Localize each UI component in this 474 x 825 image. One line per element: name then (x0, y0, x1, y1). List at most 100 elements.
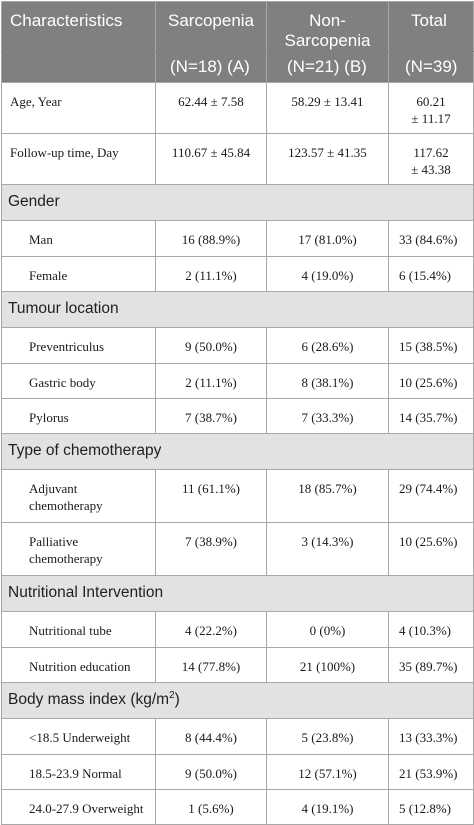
cell-non-sarcopenia: 5 (23.8%) (266, 718, 389, 755)
table-row: Nutrition education 14 (77.8%) 21 (100%)… (1, 647, 474, 683)
cell-total: 6 (15.4%) (388, 256, 474, 292)
cell-sarcopenia: 9 (50.0%) (155, 754, 267, 790)
cell-total: 117.62 ± 43.38 (388, 133, 474, 185)
cell-total: 10 (25.6%) (388, 522, 474, 576)
cell-sarcopenia: 1 (5.6%) (155, 789, 267, 825)
header-n-empty (1, 51, 156, 83)
section-title-text: Body mass index (kg/m (8, 691, 170, 708)
row-label: 18.5-23.9 Normal (1, 754, 156, 790)
header-sarcopenia: Sarcopenia (155, 1, 267, 52)
section-title: Nutritional Intervention (1, 575, 474, 612)
table-row: <18.5 Underweight 8 (44.4%) 5 (23.8%) 13… (1, 718, 474, 755)
cell-non-sarcopenia: 0 (0%) (266, 611, 389, 648)
superscript: 2 (169, 689, 175, 701)
cell-non-sarcopenia: 21 (100%) (266, 647, 389, 683)
row-label: Female (1, 256, 156, 292)
header-n-sarcopenia: (N=18) (A) (155, 51, 267, 83)
cell-total: 15 (38.5%) (388, 327, 474, 364)
row-label: Nutrition education (1, 647, 156, 683)
table-row: Preventriculus 9 (50.0%) 6 (28.6%) 15 (3… (1, 327, 474, 364)
cell-non-sarcopenia: 123.57 ± 41.35 (266, 133, 389, 185)
cell-non-sarcopenia: 4 (19.0%) (266, 256, 389, 292)
row-label: Palliative chemotherapy (1, 522, 156, 576)
header-non-sarcopenia: Non- Sarcopenia (266, 1, 389, 52)
table-row: 18.5-23.9 Normal 9 (50.0%) 12 (57.1%) 21… (1, 754, 474, 790)
section-body-mass-index: Body mass index (kg/m2) (1, 682, 474, 719)
cell-sarcopenia: 4 (22.2%) (155, 611, 267, 648)
section-title: Body mass index (kg/m2) (1, 682, 474, 719)
cell-sarcopenia: 14 (77.8%) (155, 647, 267, 683)
section-tumour-location: Tumour location (1, 291, 474, 328)
header-row: Characteristics Sarcopenia Non- Sarcopeni… (1, 1, 474, 52)
cell-non-sarcopenia: 4 (19.1%) (266, 789, 389, 825)
cell-total: 29 (74.4%) (388, 469, 474, 523)
cell-total: 4 (10.3%) (388, 611, 474, 648)
cell-total: 10 (25.6%) (388, 363, 474, 399)
cell-total: 14 (35.7%) (388, 398, 474, 434)
header-non-sarcopenia-line2: Sarcopenia (284, 31, 371, 50)
header-non-sarcopenia-line1: Non- (309, 11, 346, 30)
cell-total: 35 (89.7%) (388, 647, 474, 683)
cell-non-sarcopenia: 3 (14.3%) (266, 522, 389, 576)
row-label: Age, Year (1, 82, 156, 134)
table-row: 24.0-27.9 Overweight 1 (5.6%) 4 (19.1%) … (1, 789, 474, 825)
section-title: Tumour location (1, 291, 474, 328)
row-label-line1: Adjuvant (29, 481, 78, 496)
row-label: Man (1, 220, 156, 257)
cell-total-line1: 60.21 (416, 94, 446, 109)
row-label: <18.5 Underweight (1, 718, 156, 755)
cell-non-sarcopenia: 6 (28.6%) (266, 327, 389, 364)
cell-sarcopenia: 11 (61.1%) (155, 469, 267, 523)
cell-sarcopenia: 9 (50.0%) (155, 327, 267, 364)
header-n-non-sarcopenia: (N=21) (B) (266, 51, 389, 83)
row-label-line2: chemotherapy (29, 498, 103, 513)
table-row: Man 16 (88.9%) 17 (81.0%) 33 (84.6%) (1, 220, 474, 257)
cell-sarcopenia: 8 (44.4%) (155, 718, 267, 755)
table-row: Palliative chemotherapy 7 (38.9%) 3 (14.3… (1, 522, 474, 576)
cell-non-sarcopenia: 58.29 ± 13.41 (266, 82, 389, 134)
header-n-total: (N=39) (388, 51, 474, 83)
row-label: Preventriculus (1, 327, 156, 364)
section-title: Type of chemotherapy (1, 433, 474, 470)
cell-sarcopenia: 16 (88.9%) (155, 220, 267, 257)
section-type-of-chemotherapy: Type of chemotherapy (1, 433, 474, 470)
header-characteristics: Characteristics (1, 1, 156, 52)
cell-total: 5 (12.8%) (388, 789, 474, 825)
row-label: 24.0-27.9 Overweight (1, 789, 156, 825)
row-label: Follow-up time, Day (1, 133, 156, 185)
header-total: Total (388, 1, 474, 52)
cell-total-line2: ± 43.38 (411, 162, 451, 177)
row-label: Adjuvant chemotherapy (1, 469, 156, 523)
table-row: Adjuvant chemotherapy 11 (61.1%) 18 (85.7… (1, 469, 474, 523)
row-label: Gastric body (1, 363, 156, 399)
table-row: Female 2 (11.1%) 4 (19.0%) 6 (15.4%) (1, 256, 474, 292)
header-n-row: (N=18) (A) (N=21) (B) (N=39) (1, 51, 474, 83)
cell-non-sarcopenia: 7 (33.3%) (266, 398, 389, 434)
table-row: Nutritional tube 4 (22.2%) 0 (0%) 4 (10.… (1, 611, 474, 648)
cell-total: 60.21 ± 11.17 (388, 82, 474, 134)
table-row: Age, Year 62.44 ± 7.58 58.29 ± 13.41 60.… (1, 82, 474, 134)
cell-sarcopenia: 62.44 ± 7.58 (155, 82, 267, 134)
section-gender: Gender (1, 184, 474, 221)
row-label: Pylorus (1, 398, 156, 434)
cell-non-sarcopenia: 8 (38.1%) (266, 363, 389, 399)
cell-total: 21 (53.9%) (388, 754, 474, 790)
cell-sarcopenia: 2 (11.1%) (155, 363, 267, 399)
table-row: Pylorus 7 (38.7%) 7 (33.3%) 14 (35.7%) (1, 398, 474, 434)
section-nutritional-intervention: Nutritional Intervention (1, 575, 474, 612)
section-title: Gender (1, 184, 474, 221)
cell-total-line1: 117.62 (413, 145, 449, 160)
cell-sarcopenia: 110.67 ± 45.84 (155, 133, 267, 185)
cell-sarcopenia: 2 (11.1%) (155, 256, 267, 292)
cell-total-line2: ± 11.17 (411, 111, 451, 126)
row-label-line2: chemotherapy (29, 551, 103, 566)
cell-non-sarcopenia: 18 (85.7%) (266, 469, 389, 523)
cell-total: 33 (84.6%) (388, 220, 474, 257)
cell-non-sarcopenia: 17 (81.0%) (266, 220, 389, 257)
section-title-suffix: ) (174, 691, 180, 708)
row-label-line1: Palliative (29, 534, 79, 549)
cell-sarcopenia: 7 (38.9%) (155, 522, 267, 576)
table-row: Gastric body 2 (11.1%) 8 (38.1%) 10 (25.… (1, 363, 474, 399)
cell-non-sarcopenia: 12 (57.1%) (266, 754, 389, 790)
